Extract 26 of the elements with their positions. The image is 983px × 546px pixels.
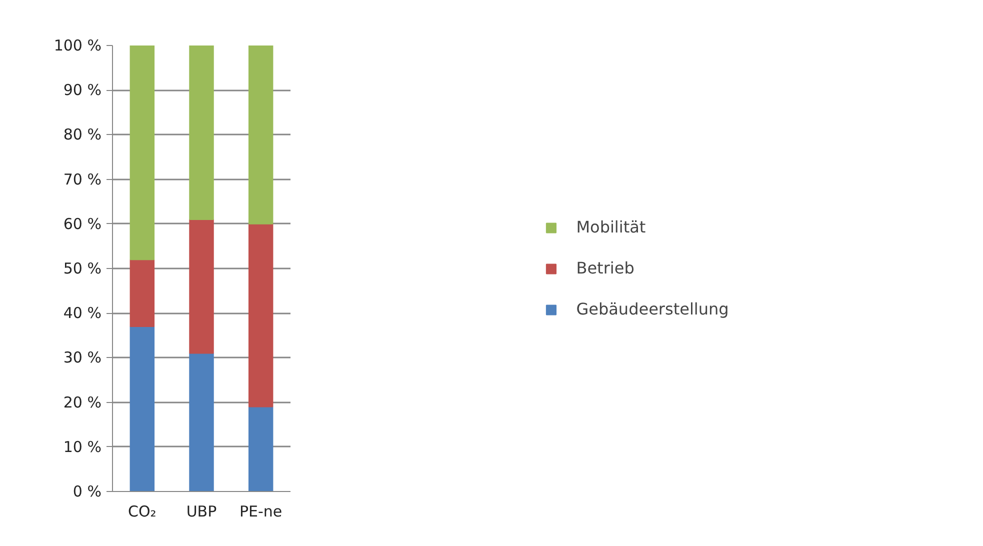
- y-tick-label: 20 %: [63, 393, 102, 412]
- y-tick-label: 10 %: [63, 438, 102, 456]
- y-tick-label: 80 %: [63, 126, 102, 144]
- bar: [248, 406, 274, 492]
- bar: [248, 46, 274, 224]
- x-tick-label: PE-ne: [240, 502, 282, 520]
- bar: [130, 259, 155, 327]
- bar: [189, 352, 214, 492]
- legend-label: Mobilität: [576, 218, 646, 236]
- legend-label: Gebäudeerstellung: [576, 300, 729, 318]
- bar: [189, 46, 214, 220]
- y-tick-label: 30 %: [63, 348, 102, 367]
- x-tick-label: CO₂: [128, 502, 156, 520]
- y-tick-label: 40 %: [63, 304, 102, 322]
- y-tick-label: 50 %: [63, 260, 102, 278]
- bar: [130, 46, 155, 260]
- bar: [130, 326, 155, 492]
- legend-label: Betrieb: [576, 258, 634, 278]
- y-tick-label: 60 %: [63, 214, 102, 233]
- y-tick-label: 100 %: [54, 36, 102, 54]
- x-tick-label: UBP: [186, 502, 217, 520]
- y-tick-label: 70 %: [63, 170, 102, 188]
- bar: [189, 218, 214, 354]
- y-tick-label: 90 %: [63, 81, 102, 100]
- y-tick-label: 0 %: [72, 482, 102, 500]
- bar: [248, 223, 274, 408]
